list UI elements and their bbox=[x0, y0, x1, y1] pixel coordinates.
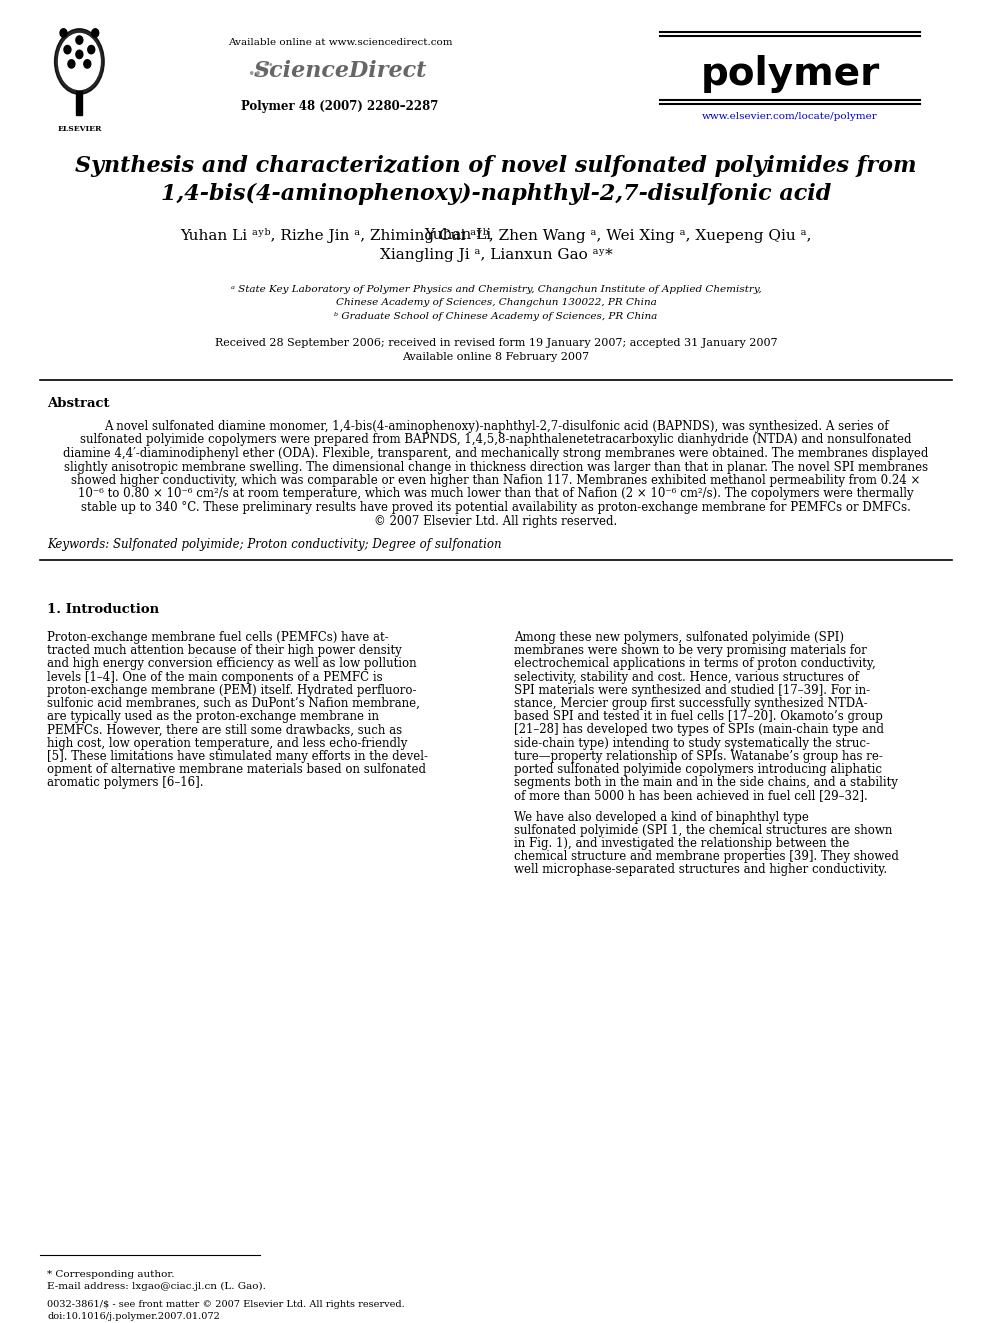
Ellipse shape bbox=[59, 33, 100, 90]
Text: ture—property relationship of SPIs. Watanabe’s group has re-: ture—property relationship of SPIs. Wata… bbox=[514, 750, 883, 763]
Text: opment of alternative membrane materials based on sulfonated: opment of alternative membrane materials… bbox=[47, 763, 426, 777]
Text: proton-exchange membrane (PEM) itself. Hydrated perfluoro-: proton-exchange membrane (PEM) itself. H… bbox=[47, 684, 417, 697]
Text: Yuhan Li ᵃʸᵇ, Rizhe Jin ᵃ, Zhiming Cui ᵃʸᵇ, Zhen Wang ᵃ, Wei Xing ᵃ, Xuepeng Qiu: Yuhan Li ᵃʸᵇ, Rizhe Jin ᵃ, Zhiming Cui ᵃ… bbox=[181, 228, 811, 243]
Text: levels [1–4]. One of the main components of a PEMFC is: levels [1–4]. One of the main components… bbox=[47, 671, 383, 684]
Text: Available online at www.sciencedirect.com: Available online at www.sciencedirect.co… bbox=[228, 38, 452, 48]
Text: ••: •• bbox=[262, 60, 274, 70]
Text: [5]. These limitations have stimulated many efforts in the devel-: [5]. These limitations have stimulated m… bbox=[47, 750, 428, 763]
Text: selectivity, stability and cost. Hence, various structures of: selectivity, stability and cost. Hence, … bbox=[514, 671, 859, 684]
Text: Received 28 September 2006; received in revised form 19 January 2007; accepted 3: Received 28 September 2006; received in … bbox=[214, 337, 778, 348]
Text: A novel sulfonated diamine monomer, 1,4-bis(4-aminophenoxy)-naphthyl-2,7-disulfo: A novel sulfonated diamine monomer, 1,4-… bbox=[104, 419, 888, 433]
Text: 10⁻⁶ to 0.80 × 10⁻⁶ cm²/s at room temperature, which was much lower than that of: 10⁻⁶ to 0.80 × 10⁻⁶ cm²/s at room temper… bbox=[78, 487, 914, 500]
Text: stance, Mercier group first successfully synthesized NTDA-: stance, Mercier group first successfully… bbox=[514, 697, 868, 710]
Circle shape bbox=[83, 60, 91, 67]
Text: slightly anisotropic membrane swelling. The dimensional change in thickness dire: slightly anisotropic membrane swelling. … bbox=[63, 460, 929, 474]
Text: 1,4-bis(4-aminophenoxy)-naphthyl-2,7-disulfonic acid: 1,4-bis(4-aminophenoxy)-naphthyl-2,7-dis… bbox=[161, 183, 831, 205]
Text: ported sulfonated polyimide copolymers introducing aliphatic: ported sulfonated polyimide copolymers i… bbox=[514, 763, 882, 777]
Circle shape bbox=[76, 50, 83, 58]
Circle shape bbox=[91, 29, 99, 37]
Text: chemical structure and membrane properties [39]. They showed: chemical structure and membrane properti… bbox=[514, 851, 899, 863]
Text: Proton-exchange membrane fuel cells (PEMFCs) have at-: Proton-exchange membrane fuel cells (PEM… bbox=[47, 631, 389, 644]
Text: diamine 4,4′-diaminodiphenyl ether (ODA). Flexible, transparent, and mechanicall: diamine 4,4′-diaminodiphenyl ether (ODA)… bbox=[63, 447, 929, 460]
Text: •••: ••• bbox=[247, 67, 269, 81]
Text: well microphase-separated structures and higher conductivity.: well microphase-separated structures and… bbox=[514, 864, 887, 876]
Text: ScienceDirect: ScienceDirect bbox=[253, 60, 427, 82]
Text: high cost, low operation temperature, and less echo-friendly: high cost, low operation temperature, an… bbox=[47, 737, 408, 750]
Text: Chinese Academy of Sciences, Changchun 130022, PR China: Chinese Academy of Sciences, Changchun 1… bbox=[335, 298, 657, 307]
Text: showed higher conductivity, which was comparable or even higher than Nafion 117.: showed higher conductivity, which was co… bbox=[71, 474, 921, 487]
Text: Among these new polymers, sulfonated polyimide (SPI): Among these new polymers, sulfonated pol… bbox=[514, 631, 844, 644]
Text: sulfonic acid membranes, such as DuPont’s Nafion membrane,: sulfonic acid membranes, such as DuPont’… bbox=[47, 697, 420, 710]
Text: Yuhan Li: Yuhan Li bbox=[424, 228, 496, 242]
Text: ᵃ State Key Laboratory of Polymer Physics and Chemistry, Changchun Institute of : ᵃ State Key Laboratory of Polymer Physic… bbox=[231, 284, 761, 294]
Text: segments both in the main and in the side chains, and a stability: segments both in the main and in the sid… bbox=[514, 777, 898, 790]
Text: Abstract: Abstract bbox=[47, 397, 109, 410]
Ellipse shape bbox=[55, 29, 104, 94]
Text: 1. Introduction: 1. Introduction bbox=[47, 603, 159, 617]
Text: doi:10.1016/j.polymer.2007.01.072: doi:10.1016/j.polymer.2007.01.072 bbox=[47, 1312, 220, 1320]
Text: Keywords: Sulfonated polyimide; Proton conductivity; Degree of sulfonation: Keywords: Sulfonated polyimide; Proton c… bbox=[47, 538, 502, 550]
Text: tracted much attention because of their high power density: tracted much attention because of their … bbox=[47, 644, 402, 658]
Text: We have also developed a kind of binaphthyl type: We have also developed a kind of binapht… bbox=[514, 811, 808, 824]
Text: based SPI and tested it in fuel cells [17–20]. Okamoto’s group: based SPI and tested it in fuel cells [1… bbox=[514, 710, 883, 724]
Text: 0032-3861/$ - see front matter © 2007 Elsevier Ltd. All rights reserved.: 0032-3861/$ - see front matter © 2007 El… bbox=[47, 1301, 405, 1308]
Text: E-mail address: lxgao@ciac.jl.cn (L. Gao).: E-mail address: lxgao@ciac.jl.cn (L. Gao… bbox=[47, 1282, 266, 1291]
Circle shape bbox=[88, 45, 95, 54]
Text: SPI materials were synthesized and studied [17–39]. For in-: SPI materials were synthesized and studi… bbox=[514, 684, 870, 697]
Text: stable up to 340 °C. These preliminary results have proved its potential availab: stable up to 340 °C. These preliminary r… bbox=[81, 501, 911, 515]
Text: of more than 5000 h has been achieved in fuel cell [29–32].: of more than 5000 h has been achieved in… bbox=[514, 790, 868, 803]
Circle shape bbox=[63, 45, 71, 54]
Bar bbox=[76, 91, 82, 115]
Text: Xiangling Ji ᵃ, Lianxun Gao ᵃʸ*: Xiangling Ji ᵃ, Lianxun Gao ᵃʸ* bbox=[380, 247, 612, 262]
Circle shape bbox=[67, 60, 75, 67]
Text: Available online 8 February 2007: Available online 8 February 2007 bbox=[403, 352, 589, 363]
Text: and high energy conversion efficiency as well as low pollution: and high energy conversion efficiency as… bbox=[47, 658, 417, 671]
Text: are typically used as the proton-exchange membrane in: are typically used as the proton-exchang… bbox=[47, 710, 379, 724]
Text: ᵇ Graduate School of Chinese Academy of Sciences, PR China: ᵇ Graduate School of Chinese Academy of … bbox=[334, 312, 658, 321]
Text: membranes were shown to be very promising materials for: membranes were shown to be very promisin… bbox=[514, 644, 867, 658]
Text: [21–28] has developed two types of SPIs (main-chain type and: [21–28] has developed two types of SPIs … bbox=[514, 724, 884, 737]
Circle shape bbox=[76, 36, 83, 44]
Text: aromatic polymers [6–16].: aromatic polymers [6–16]. bbox=[47, 777, 203, 790]
Text: electrochemical applications in terms of proton conductivity,: electrochemical applications in terms of… bbox=[514, 658, 876, 671]
Text: polymer: polymer bbox=[700, 56, 880, 93]
Text: www.elsevier.com/locate/polymer: www.elsevier.com/locate/polymer bbox=[702, 112, 878, 120]
Text: side-chain type) intending to study systematically the struc-: side-chain type) intending to study syst… bbox=[514, 737, 870, 750]
Text: Synthesis and characterization of novel sulfonated polyimides from: Synthesis and characterization of novel … bbox=[75, 155, 917, 177]
Text: sulfonated polyimide copolymers were prepared from BAPNDS, 1,4,5,8-naphthalenete: sulfonated polyimide copolymers were pre… bbox=[80, 434, 912, 446]
Text: Polymer 48 (2007) 2280–2287: Polymer 48 (2007) 2280–2287 bbox=[241, 101, 438, 112]
Text: sulfonated polyimide (SPI 1, the chemical structures are shown: sulfonated polyimide (SPI 1, the chemica… bbox=[514, 824, 893, 837]
Circle shape bbox=[60, 29, 66, 37]
Text: * Corresponding author.: * Corresponding author. bbox=[47, 1270, 175, 1279]
Text: ELSEVIER: ELSEVIER bbox=[58, 124, 101, 132]
Text: in Fig. 1), and investigated the relationship between the: in Fig. 1), and investigated the relatio… bbox=[514, 837, 849, 849]
Text: © 2007 Elsevier Ltd. All rights reserved.: © 2007 Elsevier Ltd. All rights reserved… bbox=[374, 515, 618, 528]
Text: PEMFCs. However, there are still some drawbacks, such as: PEMFCs. However, there are still some dr… bbox=[47, 724, 402, 737]
